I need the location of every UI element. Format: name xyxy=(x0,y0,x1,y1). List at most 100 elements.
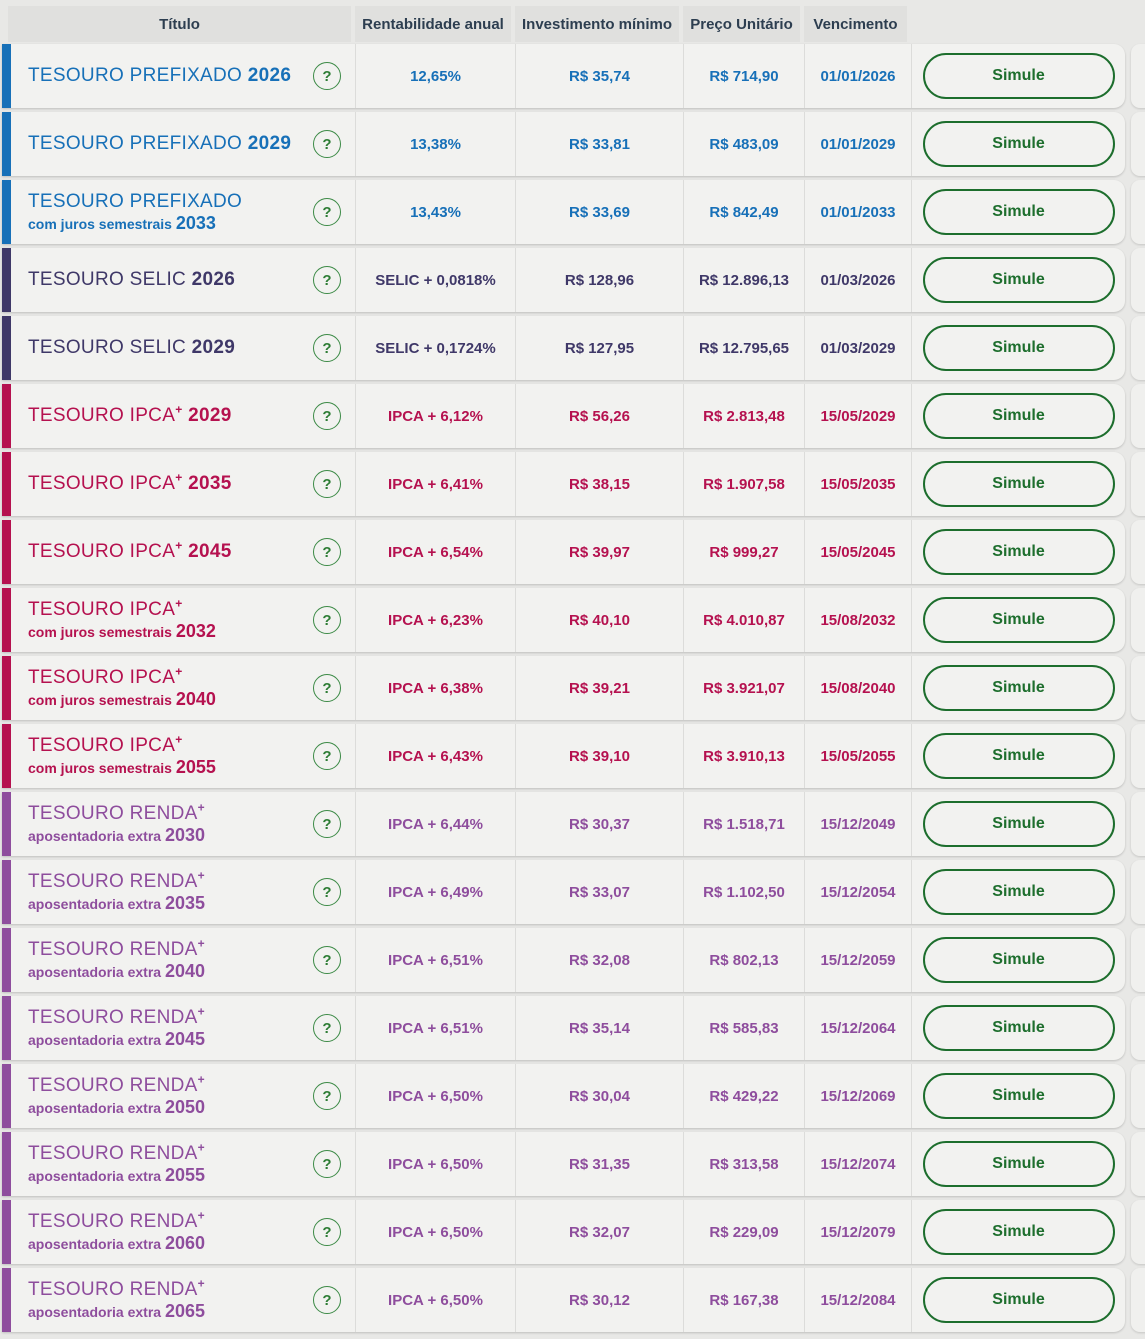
bond-title-cell: TESOURO SELIC 2029 ? xyxy=(2,316,355,380)
bond-row: TESOURO IPCA+ 2045 ? IPCA + 6,54% R$ 39,… xyxy=(2,520,1145,584)
simulate-button[interactable]: Simule xyxy=(922,529,1115,575)
annual-rate-cell: SELIC + 0,0818% xyxy=(355,248,515,312)
bond-title-cell: TESOURO SELIC 2026 ? xyxy=(2,248,355,312)
simulate-cell: Simule xyxy=(911,1200,1125,1264)
bond-accent-bar xyxy=(2,996,11,1060)
unit-price-cell: R$ 12.795,65 xyxy=(683,316,804,380)
bond-title-cell: TESOURO PREFIXADO 2026 ? xyxy=(2,44,355,108)
bond-title: TESOURO PREFIXADO 2029 xyxy=(11,133,313,155)
help-icon[interactable]: ? xyxy=(313,402,341,430)
maturity-cell: 01/01/2026 xyxy=(804,44,911,108)
unit-price-cell: R$ 12.896,13 xyxy=(683,248,804,312)
plus-superscript-icon: + xyxy=(197,800,205,815)
bond-row: TESOURO RENDA+ aposentadoria extra 2065 … xyxy=(2,1268,1145,1332)
bond-row: TESOURO RENDA+ aposentadoria extra 2055 … xyxy=(2,1132,1145,1196)
unit-price-cell: R$ 1.907,58 xyxy=(683,452,804,516)
unit-price-cell: R$ 1.518,71 xyxy=(683,792,804,856)
help-icon[interactable]: ? xyxy=(313,1014,341,1042)
plus-superscript-icon: + xyxy=(175,538,183,553)
bond-year: 2050 xyxy=(164,1096,205,1117)
help-icon[interactable]: ? xyxy=(313,606,341,634)
simulate-button[interactable]: Simule xyxy=(922,461,1115,507)
bond-name: TESOURO RENDA+ xyxy=(28,936,205,960)
bond-subtitle: com juros semestrais 2055 xyxy=(28,756,216,777)
help-icon[interactable]: ? xyxy=(313,62,341,90)
simulate-cell: Simule xyxy=(911,1268,1125,1332)
min-investment-cell: R$ 30,12 xyxy=(515,1268,683,1332)
bond-accent-bar xyxy=(2,724,11,788)
simulate-button[interactable]: Simule xyxy=(922,189,1115,235)
help-icon[interactable]: ? xyxy=(313,1150,341,1178)
bond-row: TESOURO RENDA+ aposentadoria extra 2050 … xyxy=(2,1064,1145,1128)
simulate-button[interactable]: Simule xyxy=(922,1277,1115,1323)
plus-superscript-icon: + xyxy=(197,1140,205,1155)
help-icon[interactable]: ? xyxy=(313,1082,341,1110)
help-icon[interactable]: ? xyxy=(313,674,341,702)
simulate-button[interactable]: Simule xyxy=(922,121,1115,167)
help-icon[interactable]: ? xyxy=(313,130,341,158)
help-icon[interactable]: ? xyxy=(313,334,341,362)
simulate-cell: Simule xyxy=(911,112,1125,176)
help-icon[interactable]: ? xyxy=(313,810,341,838)
unit-price-cell: R$ 802,13 xyxy=(683,928,804,992)
bond-name: TESOURO PREFIXADO 2026 xyxy=(28,65,292,87)
bond-subtitle: com juros semestrais 2032 xyxy=(28,620,216,641)
bond-subtitle: com juros semestrais 2040 xyxy=(28,688,216,709)
header-titulo: Título xyxy=(8,6,355,42)
bond-name: TESOURO RENDA+ xyxy=(28,1208,205,1232)
help-icon[interactable]: ? xyxy=(313,266,341,294)
bond-subtitle: aposentadoria extra 2030 xyxy=(28,824,205,845)
annual-rate-cell: IPCA + 6,43% xyxy=(355,724,515,788)
simulate-cell: Simule xyxy=(911,520,1125,584)
bond-accent-bar xyxy=(2,928,11,992)
header-rentabilidade-anual: Rentabilidade anual xyxy=(355,6,515,42)
bond-year: 2045 xyxy=(164,1028,205,1049)
plus-superscript-icon: + xyxy=(197,936,205,951)
simulate-button[interactable]: Simule xyxy=(922,937,1115,983)
annual-rate-cell: IPCA + 6,50% xyxy=(355,1132,515,1196)
simulate-button[interactable]: Simule xyxy=(922,325,1115,371)
maturity-cell: 15/12/2074 xyxy=(804,1132,911,1196)
simulate-cell: Simule xyxy=(911,588,1125,652)
min-investment-cell: R$ 39,97 xyxy=(515,520,683,584)
simulate-button[interactable]: Simule xyxy=(922,393,1115,439)
bond-year: 2040 xyxy=(164,960,205,981)
help-icon[interactable]: ? xyxy=(313,1218,341,1246)
min-investment-cell: R$ 35,74 xyxy=(515,44,683,108)
simulate-button[interactable]: Simule xyxy=(922,53,1115,99)
simulate-button[interactable]: Simule xyxy=(922,257,1115,303)
help-icon[interactable]: ? xyxy=(313,470,341,498)
unit-price-cell: R$ 1.102,50 xyxy=(683,860,804,924)
simulate-button[interactable]: Simule xyxy=(922,1141,1115,1187)
simulate-button[interactable]: Simule xyxy=(922,597,1115,643)
simulate-button[interactable]: Simule xyxy=(922,869,1115,915)
bond-title: TESOURO RENDA+ aposentadoria extra 2035 xyxy=(11,869,313,914)
bond-accent-bar xyxy=(2,452,11,516)
bond-title: TESOURO PREFIXADO 2026 xyxy=(11,65,313,87)
bond-title-cell: TESOURO IPCA+ com juros semestrais 2040 … xyxy=(2,656,355,720)
help-icon[interactable]: ? xyxy=(313,198,341,226)
bond-title: TESOURO RENDA+ aposentadoria extra 2045 xyxy=(11,1005,313,1050)
help-icon[interactable]: ? xyxy=(313,538,341,566)
bond-title: TESOURO RENDA+ aposentadoria extra 2060 xyxy=(11,1208,313,1254)
annual-rate-cell: IPCA + 6,50% xyxy=(355,1064,515,1128)
plus-superscript-icon: + xyxy=(175,402,183,417)
simulate-button[interactable]: Simule xyxy=(922,1073,1115,1119)
simulate-button[interactable]: Simule xyxy=(922,801,1115,847)
simulate-button[interactable]: Simule xyxy=(922,1005,1115,1051)
bond-name: TESOURO IPCA+ xyxy=(28,596,183,620)
plus-superscript-icon: + xyxy=(175,596,183,611)
help-icon[interactable]: ? xyxy=(313,878,341,906)
bond-title-cell: TESOURO RENDA+ aposentadoria extra 2065 … xyxy=(2,1268,355,1332)
help-icon[interactable]: ? xyxy=(313,742,341,770)
bond-accent-bar xyxy=(2,588,11,652)
help-icon[interactable]: ? xyxy=(313,1286,341,1314)
simulate-button[interactable]: Simule xyxy=(922,665,1115,711)
simulate-button[interactable]: Simule xyxy=(922,733,1115,779)
bond-name: TESOURO PREFIXADO xyxy=(28,190,243,212)
maturity-cell: 15/05/2055 xyxy=(804,724,911,788)
simulate-button[interactable]: Simule xyxy=(922,1209,1115,1255)
help-icon[interactable]: ? xyxy=(313,946,341,974)
bond-subtitle: aposentadoria extra 2050 xyxy=(28,1096,205,1117)
plus-superscript-icon: + xyxy=(175,470,183,485)
